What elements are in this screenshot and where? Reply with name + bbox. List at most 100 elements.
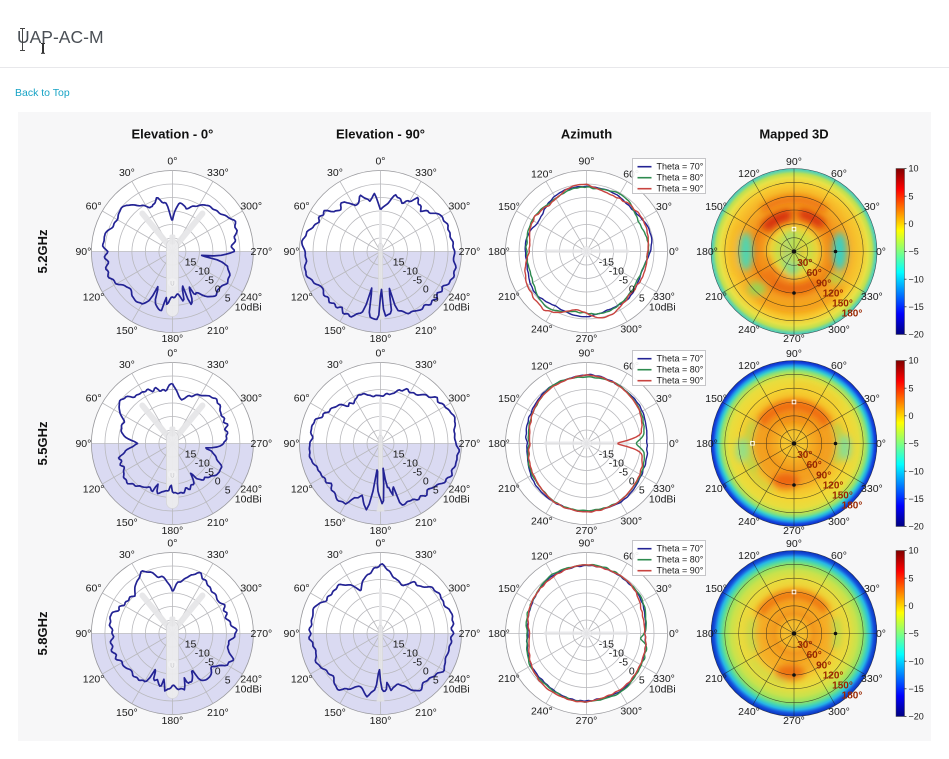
svg-text:180°: 180° [370, 333, 392, 345]
svg-text:10dBi: 10dBi [443, 494, 470, 506]
svg-text:-10: -10 [195, 458, 210, 470]
svg-text:10dBi: 10dBi [443, 684, 470, 696]
svg-text:0°: 0° [876, 628, 886, 640]
svg-text:150°: 150° [832, 299, 853, 310]
svg-text:90°: 90° [75, 246, 91, 258]
svg-text:210°: 210° [498, 673, 520, 685]
svg-text:5.2GHz: 5.2GHz [35, 229, 50, 274]
svg-text:30°: 30° [864, 201, 880, 213]
svg-text:210°: 210° [498, 483, 520, 495]
svg-text:−10: −10 [909, 466, 924, 476]
svg-text:30°: 30° [864, 393, 880, 405]
svg-text:90°: 90° [579, 348, 595, 360]
svg-text:120°: 120° [738, 360, 760, 372]
svg-text:120°: 120° [531, 169, 553, 181]
svg-text:U: U [170, 474, 174, 480]
svg-text:90°: 90° [579, 538, 595, 550]
svg-text:-5: -5 [205, 467, 214, 479]
svg-text:270°: 270° [459, 628, 481, 640]
svg-text:330°: 330° [653, 291, 675, 303]
svg-text:240°: 240° [240, 674, 262, 686]
svg-text:-10: -10 [609, 648, 624, 660]
svg-text:180°: 180° [696, 438, 718, 450]
svg-text:10dBi: 10dBi [649, 302, 676, 314]
svg-text:0°: 0° [167, 156, 177, 168]
svg-text:0°: 0° [876, 438, 886, 450]
svg-text:90°: 90° [816, 278, 831, 289]
svg-text:300°: 300° [620, 324, 642, 336]
svg-text:60°: 60° [807, 460, 822, 471]
svg-text:U: U [170, 282, 174, 288]
svg-text:60°: 60° [86, 393, 102, 405]
svg-text:30°: 30° [119, 359, 135, 371]
svg-text:210°: 210° [498, 291, 520, 303]
svg-text:10: 10 [909, 356, 919, 366]
svg-text:150°: 150° [832, 681, 853, 692]
svg-text:10dBi: 10dBi [649, 494, 676, 506]
svg-text:5: 5 [433, 293, 439, 305]
svg-text:30°: 30° [797, 640, 812, 651]
svg-text:5: 5 [909, 191, 914, 201]
svg-text:0°: 0° [669, 628, 679, 640]
svg-text:0°: 0° [375, 538, 385, 550]
svg-text:210°: 210° [705, 483, 727, 495]
svg-text:90°: 90° [579, 156, 595, 168]
svg-text:120°: 120° [738, 550, 760, 562]
svg-text:60°: 60° [86, 583, 102, 595]
svg-text:240°: 240° [240, 484, 262, 496]
svg-text:U: U [170, 664, 174, 670]
svg-text:60°: 60° [807, 268, 822, 279]
svg-text:330°: 330° [653, 673, 675, 685]
svg-text:30°: 30° [656, 201, 672, 213]
svg-text:-5: -5 [205, 275, 214, 287]
svg-text:270°: 270° [783, 525, 805, 537]
svg-text:-5: -5 [413, 657, 422, 669]
svg-text:270°: 270° [576, 333, 598, 345]
svg-text:60°: 60° [807, 650, 822, 661]
svg-text:Azimuth: Azimuth [561, 127, 612, 142]
svg-text:0: 0 [909, 601, 914, 611]
svg-text:−15: −15 [909, 302, 924, 312]
svg-text:120°: 120° [291, 292, 313, 304]
svg-text:10: 10 [909, 164, 919, 174]
svg-text:300°: 300° [240, 583, 262, 595]
svg-text:0: 0 [423, 476, 429, 488]
svg-text:300°: 300° [448, 393, 470, 405]
svg-text:0: 0 [423, 666, 429, 678]
svg-text:0°: 0° [167, 538, 177, 550]
svg-text:0°: 0° [167, 348, 177, 360]
svg-text:330°: 330° [861, 483, 883, 495]
svg-text:0: 0 [215, 476, 221, 488]
svg-text:-10: -10 [403, 266, 418, 278]
svg-text:120°: 120° [823, 670, 844, 681]
svg-text:5: 5 [909, 383, 914, 393]
svg-text:150°: 150° [705, 583, 727, 595]
svg-text:-5: -5 [413, 275, 422, 287]
svg-text:0: 0 [909, 411, 914, 421]
svg-text:330°: 330° [653, 483, 675, 495]
svg-text:240°: 240° [738, 324, 760, 336]
svg-text:Theta = 90°: Theta = 90° [657, 184, 704, 194]
svg-text:330°: 330° [207, 359, 229, 371]
svg-text:210°: 210° [705, 291, 727, 303]
svg-text:270°: 270° [251, 246, 273, 258]
svg-text:240°: 240° [448, 292, 470, 304]
svg-text:15: 15 [393, 449, 405, 461]
svg-text:15: 15 [185, 639, 197, 651]
svg-text:300°: 300° [828, 516, 850, 528]
svg-text:210°: 210° [415, 707, 437, 719]
svg-text:270°: 270° [251, 438, 273, 450]
svg-text:210°: 210° [705, 673, 727, 685]
svg-text:Theta = 80°: Theta = 80° [657, 555, 704, 565]
svg-text:270°: 270° [459, 438, 481, 450]
svg-text:120°: 120° [291, 674, 313, 686]
svg-text:−5: −5 [909, 247, 919, 257]
svg-text:30°: 30° [327, 359, 343, 371]
svg-text:-10: -10 [195, 266, 210, 278]
svg-text:120°: 120° [291, 484, 313, 496]
svg-text:10dBi: 10dBi [235, 302, 262, 314]
svg-text:−20: −20 [909, 522, 924, 532]
svg-text:270°: 270° [459, 246, 481, 258]
svg-text:-10: -10 [403, 458, 418, 470]
svg-text:30°: 30° [797, 450, 812, 461]
